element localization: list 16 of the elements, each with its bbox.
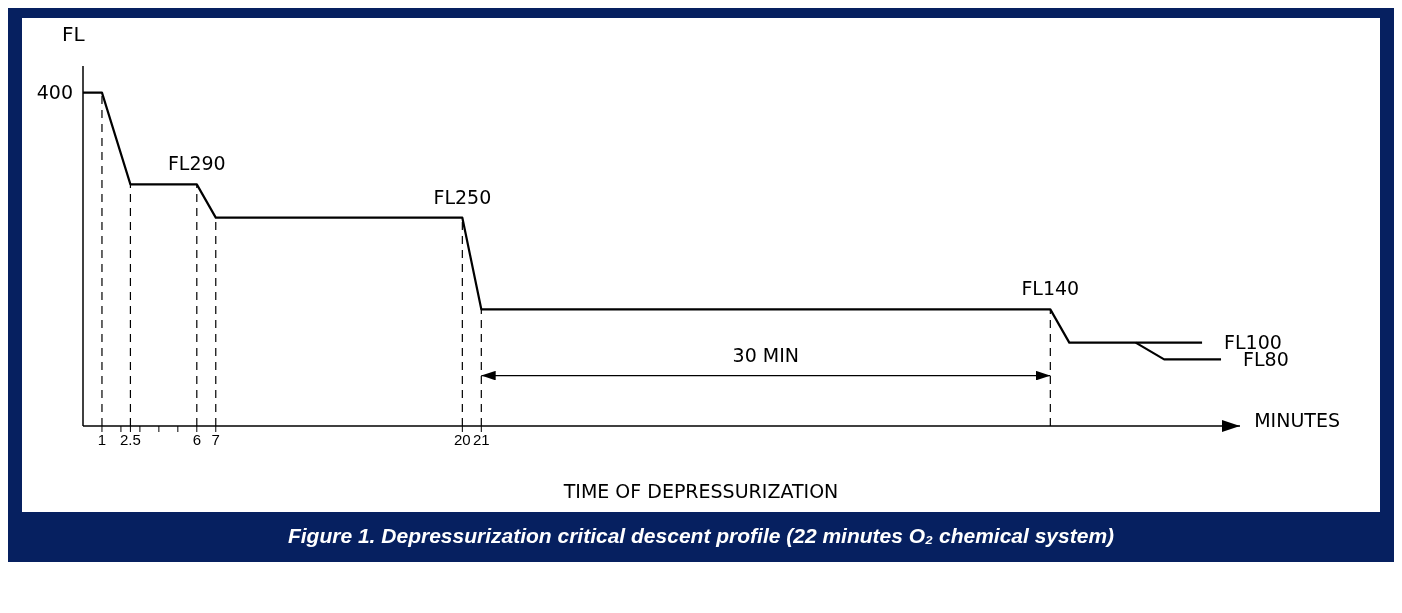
x-tick-label: 21: [472, 430, 490, 448]
annotation: 30 MIN: [732, 343, 800, 366]
y-axis-title: FL: [62, 22, 85, 46]
x-tick-label: 2.5: [119, 430, 141, 448]
x-tick-label: 20: [454, 430, 471, 448]
annotation: 400: [36, 81, 73, 104]
text: TIME OF DEPRESSURIZATION: [562, 479, 840, 502]
annotation: FL80: [1243, 348, 1289, 371]
annotation: FL250: [433, 185, 492, 208]
x-tick-label: 6: [192, 430, 201, 448]
x-tick-label: 7: [211, 430, 220, 448]
annotation: FL140: [1021, 277, 1080, 300]
annotation: FL290: [167, 152, 226, 175]
x-axis-title: MINUTES: [1254, 409, 1340, 432]
x-tick-label: 1: [97, 430, 107, 448]
text: Figure 1. Depressurization critical descent profile (22 minutes O₂ chemical system): [286, 523, 1116, 549]
